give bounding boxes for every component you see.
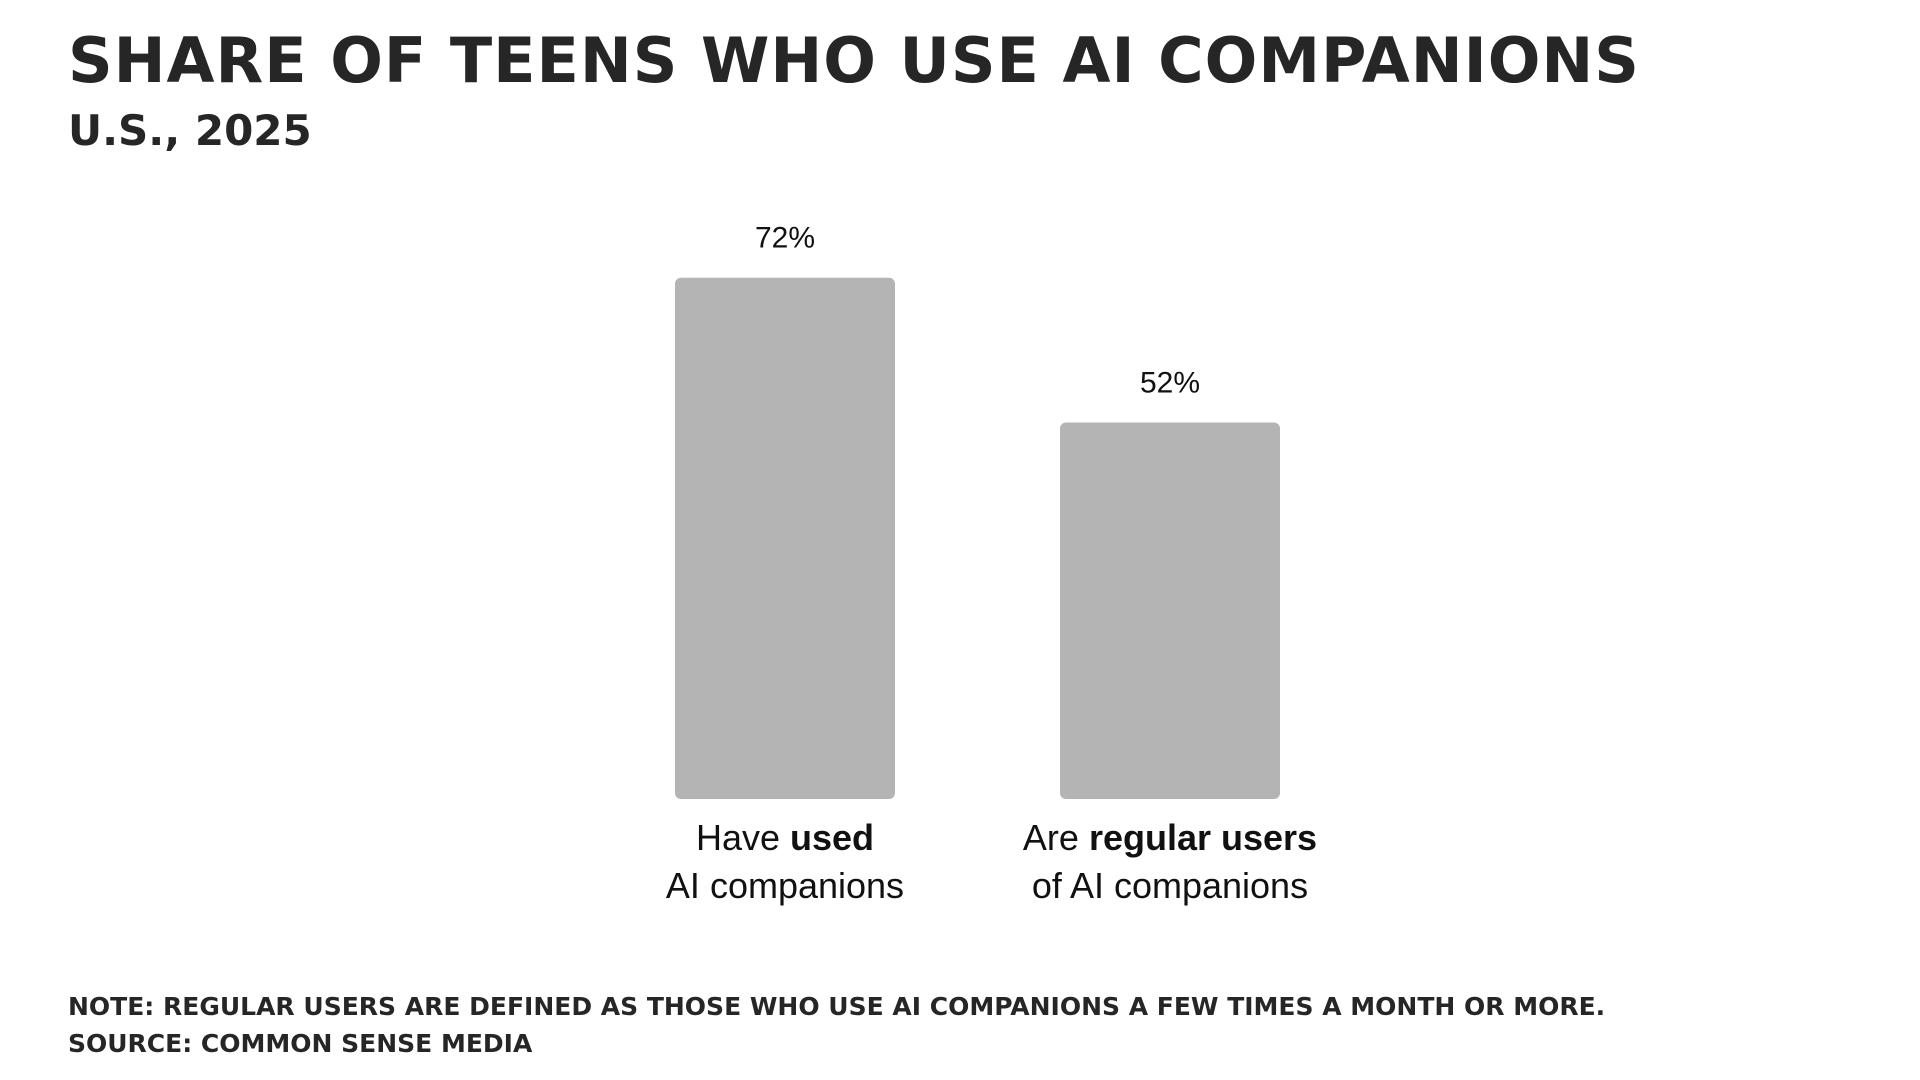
category-label-text: Have [696,817,790,858]
chart-footer: Note: Regular users are defined as those… [68,988,1605,1062]
bar [675,277,895,800]
chart-source: Source: Common Sense Media [68,1029,533,1058]
category-label-text: Are [1023,817,1089,858]
category-label-line2: AI companions [666,865,904,906]
bar [1060,422,1280,799]
category-label-line1: Are regular users [1023,817,1317,858]
chart-subtitle: U.S., 2025 [68,106,312,155]
bar-value-label: 52% [1140,367,1200,400]
category-label-emphasis: regular users [1089,817,1317,858]
category-label-emphasis: used [790,817,874,858]
bar-value-label: 72% [755,222,815,255]
category-label-line1: Have used [696,817,874,858]
chart-note: Note: Regular users are defined as those… [68,992,1606,1021]
chart-title: Share of teens who use AI companions [68,24,1640,97]
category-label-line2: of AI companions [1032,865,1308,906]
